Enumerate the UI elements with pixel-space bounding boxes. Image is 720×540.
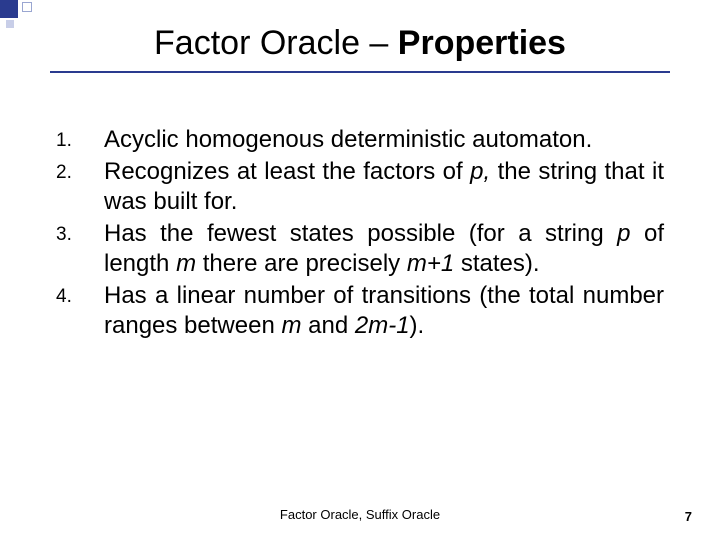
list-italic: 2m-1: [355, 312, 410, 339]
list-italic: m: [176, 250, 196, 277]
list-text: there are precisely: [196, 250, 407, 277]
title-bold: Properties: [398, 24, 566, 62]
list-italic: p,: [470, 158, 490, 185]
list-text: Acyclic homogenous deterministic automat…: [104, 126, 592, 153]
title-rule: [50, 71, 670, 73]
list-italic: p: [617, 220, 630, 247]
list-item: Recognizes at least the factors of p, th…: [56, 157, 664, 217]
footer-text: Factor Oracle, Suffix Oracle: [0, 507, 720, 522]
properties-list: Acyclic homogenous deterministic automat…: [50, 125, 670, 341]
list-italic: m+1: [407, 250, 454, 277]
page-number: 7: [685, 509, 692, 524]
list-text: Recognizes at least the factors of: [104, 158, 470, 185]
list-italic: m: [281, 312, 301, 339]
list-text: ).: [410, 312, 425, 339]
title-prefix: Factor Oracle –: [154, 24, 398, 62]
list-item: Has a linear number of transitions (the …: [56, 281, 664, 341]
list-text: and: [301, 312, 354, 339]
list-item: Acyclic homogenous deterministic automat…: [56, 125, 664, 155]
list-text: states).: [454, 250, 539, 277]
page-title: Factor Oracle – Properties: [50, 24, 670, 63]
list-item: Has the fewest states possible (for a st…: [56, 219, 664, 279]
slide: Factor Oracle – Properties Acyclic homog…: [0, 0, 720, 540]
list-text: Has the fewest states possible (for a st…: [104, 220, 617, 247]
